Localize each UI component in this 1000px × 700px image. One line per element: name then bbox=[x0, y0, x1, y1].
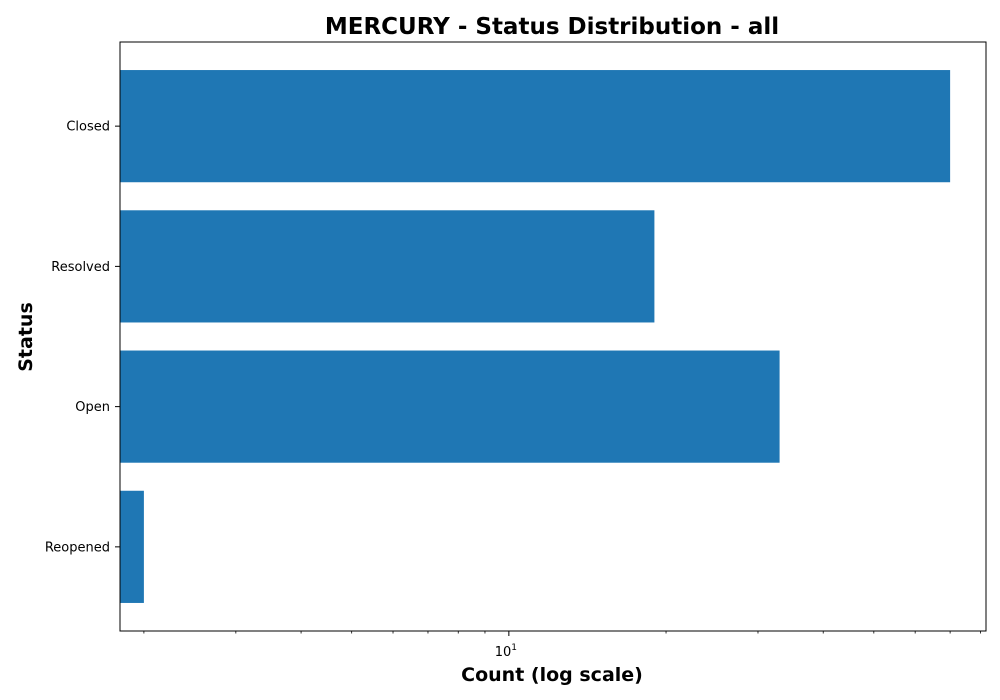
bar-resolved bbox=[120, 210, 655, 323]
chart-title: MERCURY - Status Distribution - all bbox=[325, 14, 779, 40]
bars bbox=[120, 70, 951, 603]
y-tick-label-reopened: Reopened bbox=[45, 540, 110, 555]
plot-frame bbox=[119, 41, 987, 632]
x-axis-ticks: 101 bbox=[143, 631, 981, 660]
bar-open bbox=[120, 350, 780, 463]
y-axis-ticks: Reopened Open Resolved Closed bbox=[45, 120, 120, 555]
y-tick-label-closed: Closed bbox=[66, 120, 110, 135]
y-axis-title: Status bbox=[15, 302, 37, 372]
x-axis-title: Count (log scale) bbox=[461, 664, 643, 686]
bar-closed bbox=[120, 70, 951, 183]
y-tick-label-resolved: Resolved bbox=[51, 260, 110, 275]
x-tick-exponent: 1 bbox=[511, 643, 517, 653]
y-tick-label-open: Open bbox=[75, 400, 110, 415]
bar-reopened bbox=[120, 490, 144, 603]
x-tick-label: 101 bbox=[495, 643, 517, 660]
x-tick-base: 10 bbox=[495, 645, 512, 660]
